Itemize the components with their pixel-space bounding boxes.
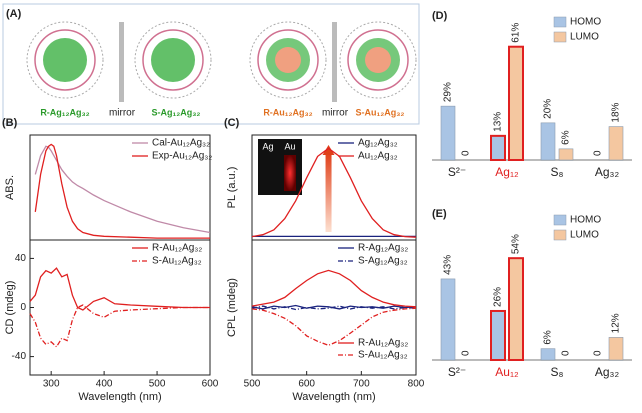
- series-line: [251, 307, 417, 346]
- caption: S-Ag₁₂Ag₃₂: [152, 107, 201, 117]
- bar: [608, 337, 624, 361]
- plot-frame: [251, 239, 417, 376]
- legend-label: Cal-Au₁₂Ag₃₂: [152, 138, 210, 149]
- emission-arrow-head: [322, 145, 335, 155]
- y-axis-label: CPL (mdeg): [226, 278, 238, 337]
- legend-label: R-Au₁₂Ag₃₂: [358, 338, 408, 349]
- legend-swatch: [553, 229, 567, 241]
- legend-swatch: [553, 16, 567, 28]
- x-tick-label: 700: [353, 379, 370, 390]
- y-axis-label: PL (a.u.): [226, 167, 238, 209]
- caption: mirror: [322, 108, 349, 119]
- legend-label: Ag₁₂Ag₃₂: [358, 138, 398, 149]
- panel-label: (D): [432, 10, 448, 22]
- category-label: Ag₁₂: [495, 165, 519, 179]
- bar: [558, 148, 574, 161]
- legend-label: HOMO: [570, 215, 601, 226]
- value-label: 0: [593, 150, 604, 156]
- bar: [508, 45, 524, 161]
- cluster-illustrations: [26, 21, 417, 102]
- value-label: 0: [561, 350, 572, 356]
- x-axis-label: Wavelength (nm): [78, 391, 161, 403]
- inset-label: Ag: [262, 141, 273, 151]
- series-line: [251, 147, 417, 238]
- panel-a-frame: [2, 3, 420, 125]
- value-label: 61%: [511, 23, 522, 43]
- y-tick-label: 0: [20, 302, 26, 313]
- x-tick-label: 500: [149, 379, 166, 390]
- bar: [608, 126, 624, 161]
- x-tick-label: 600: [202, 379, 219, 390]
- x-tick-label: 500: [244, 379, 261, 390]
- series-line: [29, 304, 210, 348]
- panel-label: (A): [6, 8, 22, 20]
- value-label: 20%: [543, 99, 554, 119]
- legend-label: HOMO: [570, 17, 601, 28]
- series-line: [251, 269, 417, 308]
- panel-label: (C): [224, 117, 240, 129]
- legend-label: S-Au₁₂Ag₃₂: [152, 256, 202, 267]
- series-line: [29, 267, 210, 311]
- emission-arrow: [325, 153, 332, 232]
- caption: R-Au₁₂Ag₃₂: [263, 107, 312, 117]
- y-tick-label: -40: [12, 351, 27, 362]
- legend-label: Au₁₂Ag₃₂: [358, 151, 398, 162]
- inset-vial: [284, 155, 296, 191]
- legend-label: LUMO: [570, 32, 599, 43]
- x-tick-label: 400: [96, 379, 113, 390]
- bar: [490, 134, 506, 162]
- legend-label: LUMO: [570, 230, 599, 241]
- panel-label: (E): [432, 208, 447, 220]
- bar: [508, 257, 524, 361]
- legend-label: Exp-Au₁₂Ag₃₂: [152, 151, 212, 162]
- value-label: 43%: [443, 255, 454, 275]
- category-label: S₈: [551, 365, 564, 379]
- caption: mirror: [109, 108, 136, 119]
- legend-label: R-Ag₁₂Ag₃₂: [358, 243, 408, 254]
- value-label: 18%: [611, 102, 622, 122]
- bar: [540, 348, 556, 361]
- series-line: [251, 305, 417, 311]
- panel-label: (B): [2, 117, 18, 129]
- category-label: S₈: [551, 165, 564, 179]
- legend-label: S-Au₁₂Ag₃₂: [358, 350, 408, 361]
- legend-label: S-Ag₁₂Ag₃₂: [358, 256, 408, 267]
- value-label: 6%: [543, 330, 554, 345]
- category-label: Au₁₂: [495, 365, 519, 379]
- value-label: 13%: [493, 112, 504, 132]
- value-label: 6%: [561, 130, 572, 145]
- y-tick-label: 40: [15, 253, 27, 264]
- value-label: 29%: [443, 82, 454, 102]
- category-label: Ag₃₂: [595, 365, 620, 379]
- category-label: S²⁻: [448, 365, 466, 379]
- series-line: [34, 143, 210, 239]
- x-tick-label: 800: [408, 379, 425, 390]
- series-line: [251, 304, 417, 310]
- x-tick-label: 600: [298, 379, 315, 390]
- caption: S-Au₁₂Ag₃₂: [356, 107, 405, 117]
- inset-label: Au: [284, 141, 295, 151]
- value-label: 0: [461, 150, 472, 156]
- category-label: Ag₃₂: [595, 165, 620, 179]
- bar: [540, 122, 556, 161]
- value-label: 12%: [611, 313, 622, 333]
- legend-swatch: [553, 214, 567, 226]
- caption: R-Ag₁₂Ag₃₂: [40, 107, 89, 117]
- bar: [440, 105, 456, 161]
- y-axis-label: CD (mdeg): [4, 281, 16, 335]
- legend-swatch: [553, 31, 567, 43]
- bar: [490, 309, 506, 362]
- legend-label: R-Au₁₂Ag₃₂: [152, 243, 202, 254]
- x-tick-label: 300: [43, 379, 60, 390]
- x-axis-label: Wavelength (nm): [292, 391, 375, 403]
- y-axis-label: ABS.: [4, 175, 16, 200]
- category-label: S²⁻: [448, 165, 466, 179]
- bar: [440, 278, 456, 361]
- value-label: 54%: [511, 234, 522, 254]
- value-label: 26%: [493, 287, 504, 307]
- value-label: 0: [461, 350, 472, 356]
- value-label: 0: [593, 350, 604, 356]
